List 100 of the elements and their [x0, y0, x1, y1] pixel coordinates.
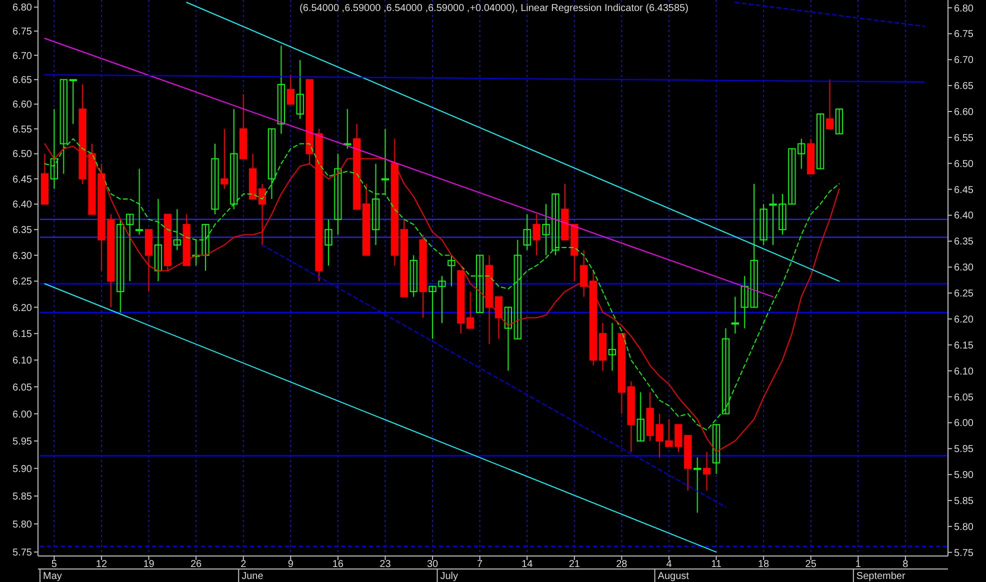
y2-tick-label: 5.95	[954, 444, 974, 456]
y2-tick-label: 5.80	[954, 522, 974, 533]
text: September	[856, 571, 906, 582]
y-tick-label: 6.65	[12, 75, 32, 86]
candlestick	[192, 239, 200, 266]
candlestick	[608, 322, 616, 372]
y-tick-label: 6.15	[12, 329, 32, 340]
candlestick	[760, 204, 768, 246]
y2-tick-label: 6.60	[954, 107, 974, 118]
x-tick-label: 4	[666, 559, 672, 570]
candlestick	[826, 79, 834, 130]
x-tick-label: 19	[143, 559, 155, 570]
candlestick	[202, 224, 210, 272]
candlestick	[277, 45, 285, 134]
y-tick-label: 5.90	[12, 464, 32, 475]
y-tick-label: 6.80	[12, 2, 32, 14]
x-tick-label: 21	[568, 559, 580, 570]
x-tick-label: 8	[902, 559, 909, 570]
candlestick	[532, 214, 540, 256]
x-tick-label: 12	[96, 559, 108, 570]
y2-tick-label: 5.75	[954, 548, 974, 559]
candlestick	[344, 108, 352, 150]
x-tick-label: 30	[426, 559, 439, 570]
y2-tick-label: 5.85	[954, 496, 974, 508]
y2-tick-label: 6.65	[954, 81, 974, 92]
y2-tick-label: 6.20	[954, 314, 974, 326]
y-tick-label: 6.50	[12, 149, 32, 160]
y2-tick-label: 6.80	[954, 3, 974, 14]
text: June	[242, 571, 264, 582]
y2-tick-label: 6.00	[954, 418, 974, 430]
y-tick-label: 6.05	[12, 382, 32, 394]
y2-tick-label: 6.55	[954, 132, 974, 144]
candlestick	[636, 392, 644, 442]
candlestick	[286, 74, 294, 105]
candlestick	[798, 138, 806, 170]
candlestick	[324, 218, 332, 266]
x-tick-label: 14	[522, 559, 534, 570]
candlestick	[523, 214, 531, 251]
candlestick	[136, 168, 144, 236]
y-tick-label: 5.75	[12, 548, 32, 559]
candlestick	[154, 198, 162, 282]
y-tick-label: 5.80	[12, 519, 32, 530]
y2-tick-label: 6.10	[954, 366, 974, 378]
candlestick	[504, 306, 512, 372]
candlestick	[816, 114, 824, 170]
text: July	[440, 571, 458, 582]
y2-tick-label: 6.05	[954, 392, 974, 404]
candlestick	[703, 451, 711, 491]
x-tick-label: 9	[288, 559, 294, 570]
y-tick-label: 6.25	[12, 276, 32, 288]
candlestick	[731, 296, 739, 334]
x-tick-label: 28	[616, 559, 628, 570]
y-tick-label: 6.60	[12, 100, 32, 111]
candlestick	[740, 275, 748, 329]
candlestick	[211, 143, 219, 215]
candlestick	[448, 254, 456, 287]
y-tick-label: 6.45	[12, 174, 32, 186]
y-tick-label: 6.20	[12, 302, 32, 314]
candlestick	[173, 208, 181, 251]
candlestick	[494, 296, 503, 340]
y2-tick-label: 6.25	[954, 288, 974, 300]
y-tick-label: 5.85	[12, 492, 32, 503]
candlestick	[750, 183, 758, 308]
candlestick	[116, 218, 124, 313]
text: May	[43, 571, 62, 582]
y-tick-label: 6.75	[12, 26, 32, 38]
y-tick-label: 6.35	[12, 225, 32, 236]
y2-tick-label: 6.15	[954, 340, 974, 352]
candlestick	[694, 456, 702, 514]
candlestick	[69, 79, 77, 124]
candlestick	[514, 239, 522, 340]
y2-tick-label: 6.45	[954, 184, 974, 196]
y-tick-label: 6.30	[12, 250, 32, 262]
x-tick-label: 1	[855, 559, 862, 570]
candlestick	[372, 163, 380, 246]
candlestick	[258, 183, 266, 246]
y2-tick-label: 6.35	[954, 236, 974, 248]
candlestick	[410, 254, 418, 298]
candlestick	[220, 128, 228, 190]
y-tick-label: 5.95	[12, 436, 32, 448]
candlestick	[466, 291, 474, 329]
candlestick	[835, 108, 844, 134]
candlestick	[126, 214, 134, 282]
candlestick	[476, 254, 484, 313]
x-tick-label: 23	[380, 559, 392, 570]
x-tick-label: 25	[805, 559, 817, 570]
y2-tick-label: 5.90	[954, 470, 974, 482]
candlestick	[334, 153, 342, 236]
y-tick-label: 6.10	[12, 356, 32, 367]
y2-tick-label: 6.50	[954, 158, 974, 170]
y2-tick-label: 6.40	[954, 210, 974, 222]
y2-tick-label: 6.75	[954, 29, 974, 40]
y-tick-label: 6.70	[12, 50, 32, 62]
candlestick	[296, 60, 304, 120]
x-tick-label: 7	[477, 559, 484, 570]
x-tick-label: 16	[332, 559, 344, 570]
x-tick-label: 5	[51, 559, 58, 570]
y2-tick-label: 6.30	[954, 262, 974, 274]
y-tick-label: 6.00	[12, 409, 32, 420]
candlestick	[580, 250, 588, 298]
